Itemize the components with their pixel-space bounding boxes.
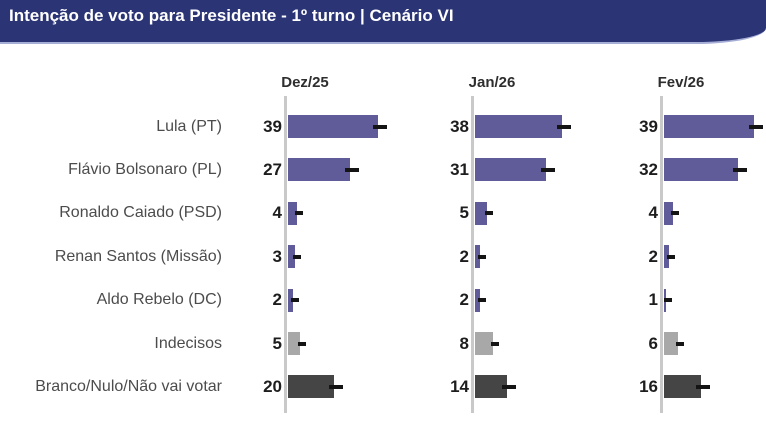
bar (288, 115, 378, 138)
value-label: 14 (450, 377, 469, 397)
value-label: 2 (272, 290, 282, 310)
bar (475, 288, 480, 312)
error-bar (664, 298, 673, 303)
category-label: Renan Santos (Missão) (54, 247, 222, 265)
value-label: 20 (263, 377, 282, 397)
error-bar (329, 385, 343, 390)
error-bar (477, 254, 486, 259)
error-bar (748, 124, 763, 129)
chart-row: Branco/Nulo/Não vai votar 20 14 16 (0, 365, 766, 408)
value-label: 2 (459, 290, 469, 310)
bar (288, 375, 334, 399)
column-header-fev26: Fev/26 (657, 74, 705, 91)
error-bar (290, 298, 299, 303)
bar (475, 375, 508, 399)
chart-row: Renan Santos (Missão) 3 2 2 (0, 235, 766, 278)
error-bar (295, 211, 304, 216)
bar (288, 245, 295, 269)
error-bar (675, 341, 684, 346)
category-label: Aldo Rebelo (DC) (96, 291, 222, 309)
error-bar (491, 341, 500, 346)
bar (475, 115, 563, 138)
value-label: 2 (648, 246, 658, 266)
value-label: 39 (263, 116, 282, 136)
value-label: 32 (639, 160, 658, 180)
axis-line-fev26 (660, 96, 663, 413)
bar (475, 245, 480, 269)
category-label: Branco/Nulo/Não vai votar (35, 378, 222, 396)
error-bar (484, 211, 493, 216)
bar (664, 245, 669, 269)
error-bar (477, 298, 486, 303)
bar (288, 158, 351, 182)
value-label: 4 (648, 203, 658, 223)
value-label: 2 (459, 246, 469, 266)
chart-row: Aldo Rebelo (DC) 2 2 1 (0, 279, 766, 322)
error-bar (557, 124, 572, 129)
category-label: Ronaldo Caiado (PSD) (59, 204, 222, 222)
category-label: Flávio Bolsonaro (PL) (68, 161, 222, 179)
bar (664, 158, 738, 182)
chart-title: Intenção de voto para Presidente - 1º tu… (9, 6, 454, 25)
bar (475, 332, 494, 355)
value-label: 3 (272, 246, 282, 266)
bar (288, 288, 293, 312)
column-header-jan26: Jan/26 (468, 74, 516, 91)
bar (475, 201, 487, 225)
error-bar (695, 385, 710, 390)
column-header-dez25: Dez/25 (281, 74, 329, 91)
value-label: 1 (648, 290, 658, 310)
value-label: 5 (272, 333, 282, 353)
value-label: 16 (639, 377, 658, 397)
bar (664, 375, 701, 399)
error-bar (292, 254, 301, 259)
value-label: 27 (263, 160, 282, 180)
error-bar (345, 168, 360, 173)
value-label: 38 (450, 116, 469, 136)
value-label: 39 (639, 116, 658, 136)
bar (664, 332, 678, 355)
category-label: Lula (PT) (156, 117, 222, 135)
value-label: 8 (459, 333, 469, 353)
bar (664, 115, 754, 138)
value-label: 5 (459, 203, 469, 223)
error-bar (732, 168, 747, 173)
value-label: 31 (450, 160, 469, 180)
chart-row: Flávio Bolsonaro (PL) 27 31 32 (0, 148, 766, 191)
bar (475, 158, 547, 182)
header-banner: Intenção de voto para Presidente - 1º tu… (0, 0, 766, 44)
error-bar (502, 385, 517, 390)
bar (664, 201, 674, 225)
error-bar (666, 254, 675, 259)
error-bar (541, 168, 556, 173)
axis-line-dez25 (284, 96, 287, 413)
bar (288, 201, 298, 225)
chart-row: Indecisos 5 8 6 (0, 322, 766, 365)
value-label: 4 (272, 203, 282, 223)
value-label: 6 (648, 333, 658, 353)
axis-line-jan26 (471, 96, 474, 413)
error-bar (297, 341, 306, 346)
bar (288, 332, 300, 355)
error-bar (671, 211, 680, 216)
chart-row: Lula (PT) 39 38 39 (0, 105, 766, 148)
chart-row: Ronaldo Caiado (PSD) 4 5 4 (0, 192, 766, 235)
error-bar (372, 124, 387, 129)
category-label: Indecisos (154, 334, 222, 352)
